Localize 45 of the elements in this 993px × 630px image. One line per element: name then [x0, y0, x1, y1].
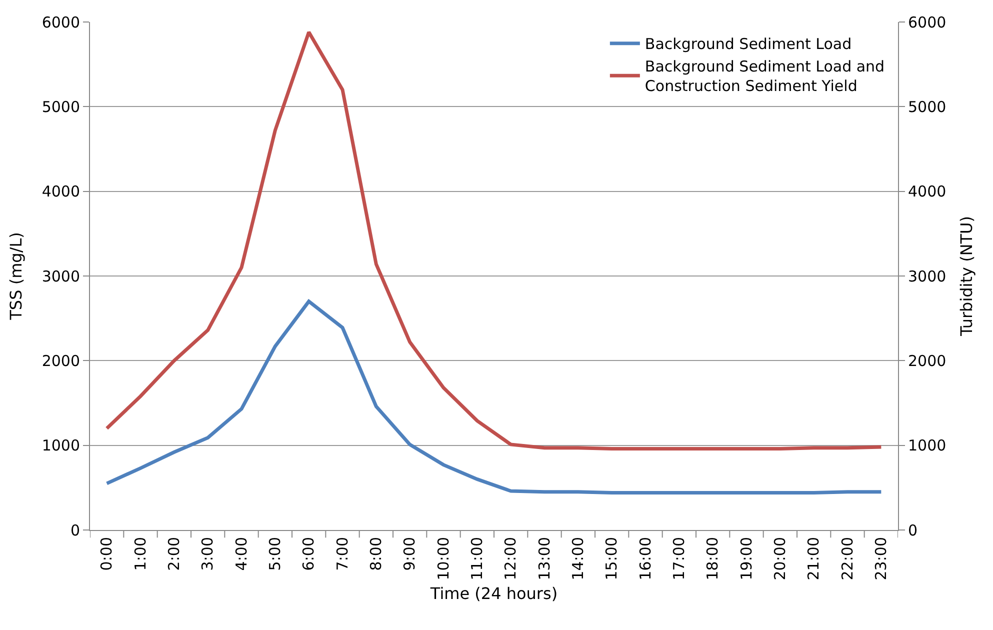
x-tick-label: 9:00: [400, 537, 419, 571]
y-tick-label: 5000: [42, 98, 80, 116]
x-tick-label: 0:00: [98, 537, 116, 571]
y-tick-label: 3000: [42, 267, 80, 286]
x-tick-label: 7:00: [333, 537, 352, 571]
y2-tick-label: 1000: [908, 436, 946, 455]
x-tick-label: 8:00: [367, 537, 386, 571]
line-series: [105, 30, 883, 450]
x-tick-label: 14:00: [569, 537, 588, 580]
x-tick-label: 3:00: [198, 537, 217, 571]
x-tick-label: 21:00: [804, 537, 823, 580]
x-axis-title: Time (24 hours): [429, 584, 558, 603]
x-tick-label: 11:00: [468, 537, 486, 580]
x-tick-label: 19:00: [737, 537, 756, 580]
x-tick-label: 5:00: [266, 537, 284, 571]
x-tick-label: 1:00: [131, 537, 150, 571]
x-tick-label: 12:00: [502, 537, 520, 580]
y2-tick-label: 5000: [908, 98, 946, 116]
y-tick-label: 2000: [42, 352, 80, 370]
y2-tick-label: 0: [908, 521, 918, 540]
y2-tick-label: 4000: [908, 182, 946, 201]
x-tick-label: 10:00: [434, 537, 452, 580]
legend-label: Background Sediment Load: [644, 35, 852, 54]
x-tick-label: 17:00: [670, 537, 688, 580]
x-tick-label: 23:00: [872, 537, 890, 580]
x-tick-label: 4:00: [232, 537, 250, 571]
y-axis-title: TSS (mg/L): [6, 232, 26, 321]
y2-axis-title: Turbidity (NTU): [956, 216, 976, 338]
x-tick-label: 2:00: [165, 537, 184, 571]
y2-tick-label: 3000: [908, 267, 946, 286]
y2-tick-label: 2000: [908, 352, 946, 370]
legend-label: Background Sediment Load and Construction Sediment Yield: [644, 58, 885, 96]
x-tick-label: 15:00: [602, 537, 621, 580]
x-tick-label: 6:00: [300, 537, 318, 571]
x-tick-label: 13:00: [535, 537, 554, 580]
x-tick-label: 16:00: [636, 537, 654, 580]
x-tick-label: 18:00: [704, 537, 722, 580]
x-tick-label: 22:00: [838, 537, 856, 580]
y-tick-label: 4000: [42, 182, 80, 201]
y-tick-label: 0: [70, 521, 80, 540]
line-series: [105, 300, 883, 494]
y2-tick-label: 6000: [908, 13, 946, 32]
y-tick-label: 6000: [42, 13, 80, 32]
y-tick-label: 1000: [42, 436, 80, 455]
x-tick-label: 20:00: [771, 537, 790, 580]
